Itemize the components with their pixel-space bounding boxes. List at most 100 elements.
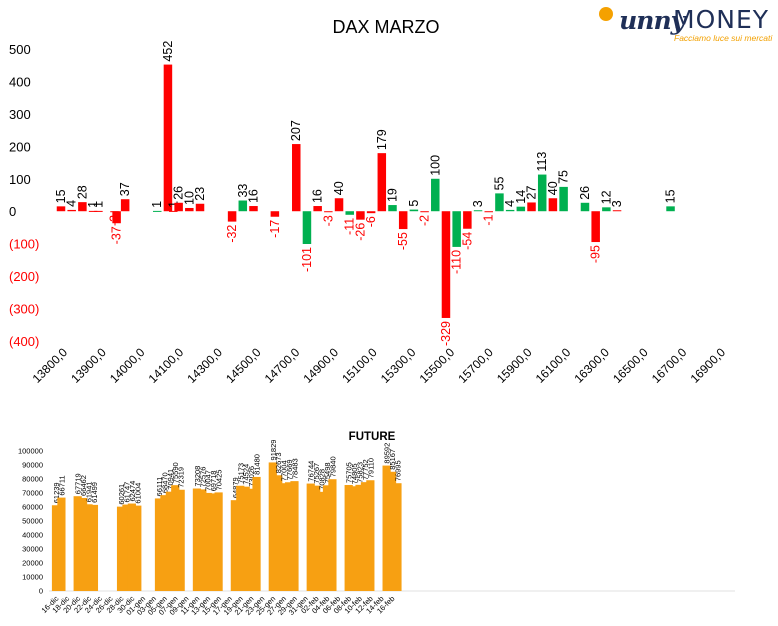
x-tick-label: 14100,0 [146,345,187,386]
sun-icon [599,7,613,21]
future-bar [312,485,321,591]
future-data-label: 61499 [90,482,99,503]
future-y-tick-label: 80000 [22,475,43,484]
future-bar [57,497,66,591]
dax-data-label: 37 [118,182,132,196]
dax-data-label: -54 [460,232,474,250]
future-data-label: 67719 [74,473,83,494]
x-tick-label: 15500,0 [417,345,458,386]
chart-title-dax: DAX MARZO [332,17,439,37]
y-tick-label: (300) [9,302,39,317]
future-bar [176,489,185,591]
dax-bar [356,211,365,220]
dax-bar [67,209,76,212]
dax-bar [112,211,121,224]
x-tick-label: 13900,0 [68,345,109,386]
future-y-tick-label: 20000 [22,559,43,568]
chart-title-future: FUTURE [349,431,396,443]
future-bar [79,497,88,591]
dax-data-label: -1 [482,215,496,226]
future-bar [203,492,212,591]
future-data-label: 75267 [312,463,321,484]
dax-chart: 5004003002001000(100)(200)(300)(400)1542… [9,41,728,386]
future-bar [344,485,353,591]
future-bar [382,465,391,591]
future-data-label: 75705 [345,462,354,483]
future-bar [84,504,93,591]
dax-data-label: 55 [492,176,506,190]
dax-bar [377,153,387,212]
future-bar [51,505,61,591]
dax-bar [313,206,322,212]
x-tick-label: 14700,0 [262,345,303,386]
future-bar [116,506,126,591]
dax-bar [495,193,504,212]
future-bar [322,485,332,591]
x-tick-label: 15700,0 [455,345,496,386]
future-data-label: 81480 [253,454,262,475]
dax-bar [591,211,600,243]
future-data-label: 70047 [204,470,213,491]
future-bar [328,479,337,591]
dax-data-label: 15 [54,189,68,203]
dax-data-label: 16 [311,189,325,203]
dax-data-label: 75 [557,170,571,184]
future-bar [360,482,370,591]
dax-bar [388,205,397,212]
dax-data-label: 12 [599,190,613,204]
future-data-label: 66711 [57,475,66,495]
dax-bar [548,198,558,212]
future-bar [89,504,99,591]
future-bar [73,496,82,591]
future-bar [279,483,288,591]
future-data-label: 61941 [85,481,94,502]
future-data-label: 73208 [193,466,202,487]
dax-data-label: -55 [396,232,410,250]
dax-data-label: 16 [246,189,260,203]
y-tick-label: 200 [9,139,31,154]
dax-bar [238,200,248,212]
dax-bar [324,211,333,213]
future-bar [350,486,359,591]
dax-data-label: 10 [182,191,196,205]
dax-bar [174,202,183,212]
future-bar [387,471,397,591]
future-bar [247,488,256,591]
dax-data-label: 40 [546,181,560,195]
future-y-tick-label: 70000 [22,489,43,498]
future-data-label: 70828 [318,469,327,490]
x-tick-label: 13800,0 [30,345,71,386]
future-bar [355,484,364,591]
x-tick-label: 16100,0 [533,345,574,386]
future-bar [268,462,277,591]
x-tick-label: 14000,0 [107,345,148,386]
future-data-label: 64879 [231,477,240,498]
dax-data-label: 15 [664,189,678,203]
future-data-label: 62474 [128,481,137,502]
dax-data-label: -3 [321,215,335,226]
future-y-tick-label: 0 [39,587,43,596]
x-tick-label: 16300,0 [571,345,612,386]
future-data-label: 66462 [79,475,88,496]
future-data-label: 61747 [122,482,131,503]
dax-bar [431,178,440,212]
dax-data-label: 1 [91,201,105,208]
dax-bar [78,202,87,212]
x-tick-label: 15100,0 [339,345,380,386]
future-bar [198,489,207,591]
dax-data-label: -110 [450,250,464,274]
future-data-label: 76744 [307,461,316,482]
x-tick-label: 14500,0 [223,345,264,386]
future-y-tick-label: 50000 [22,517,43,526]
y-tick-label: 500 [9,42,31,57]
x-tick-label: 16900,0 [688,345,729,386]
future-data-label: 79840 [328,456,337,477]
dax-data-label: -6 [364,216,378,227]
dax-bar [612,210,622,212]
future-data-label: 76995 [393,460,402,481]
future-bar [122,504,131,591]
dax-bar [484,211,493,213]
future-bar [252,476,261,591]
future-bar [133,505,142,591]
